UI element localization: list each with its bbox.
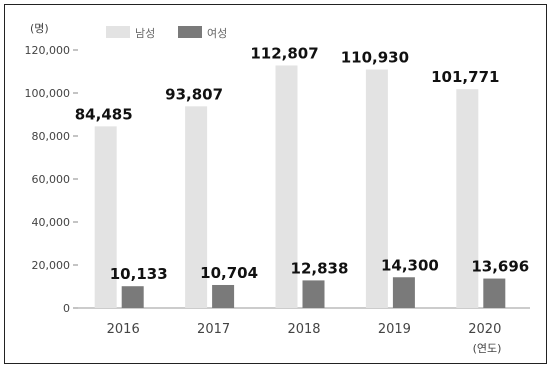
bar-male xyxy=(275,65,298,308)
y-tick-label: 100,000 xyxy=(25,87,71,100)
data-label-female: 14,300 xyxy=(381,256,439,274)
x-tick-label: 2018 xyxy=(287,322,320,337)
legend-swatch-female xyxy=(178,26,202,38)
x-tick-label: 2016 xyxy=(107,322,140,337)
bars: 84,485 10,133 93,807 10,704 112,807 12,838 110… xyxy=(75,44,529,309)
bar-male xyxy=(185,106,208,309)
y-tick-label: 120,000 xyxy=(25,44,71,57)
y-axis: 0 20,000 40,000 60,000 80,000 100,000 120,000 xyxy=(25,44,530,315)
data-label-female: 13,696 xyxy=(471,258,529,276)
data-label-female: 12,838 xyxy=(291,259,349,277)
bar-female xyxy=(483,278,506,308)
x-tick-label: 2017 xyxy=(197,322,230,337)
y-tick-label: 40,000 xyxy=(32,216,71,229)
legend-label-female: 여성 xyxy=(207,27,227,40)
data-label-male: 112,807 xyxy=(250,44,318,62)
legend-label-male: 남성 xyxy=(135,27,155,40)
bar-female xyxy=(302,280,325,308)
bar-male xyxy=(94,126,117,309)
legend: 남성 여성 xyxy=(106,26,227,40)
y-axis-unit-label: (명) xyxy=(30,22,49,35)
bar-male xyxy=(456,89,479,308)
data-label-male: 101,771 xyxy=(431,68,499,86)
bar-male xyxy=(365,69,388,308)
y-tick-label: 20,000 xyxy=(32,259,71,272)
data-label-female: 10,133 xyxy=(110,265,168,283)
x-tick-label: 2020 xyxy=(468,322,501,337)
y-tick-label: 80,000 xyxy=(32,130,71,143)
bar-female xyxy=(392,277,415,308)
x-axis-unit-label: (연도) xyxy=(473,342,502,355)
legend-swatch-male xyxy=(106,26,130,38)
x-tick-label: 2019 xyxy=(378,322,411,337)
y-tick-label: 0 xyxy=(63,302,70,315)
data-label-male: 110,930 xyxy=(341,49,409,67)
data-label-male: 93,807 xyxy=(165,85,223,103)
bar-female xyxy=(212,284,235,308)
data-label-male: 84,485 xyxy=(75,105,133,123)
bar-female xyxy=(121,286,144,308)
data-label-female: 10,704 xyxy=(200,264,258,282)
y-tick-label: 60,000 xyxy=(32,173,71,186)
x-axis: 2016 2017 2018 2019 2020 xyxy=(107,322,502,337)
